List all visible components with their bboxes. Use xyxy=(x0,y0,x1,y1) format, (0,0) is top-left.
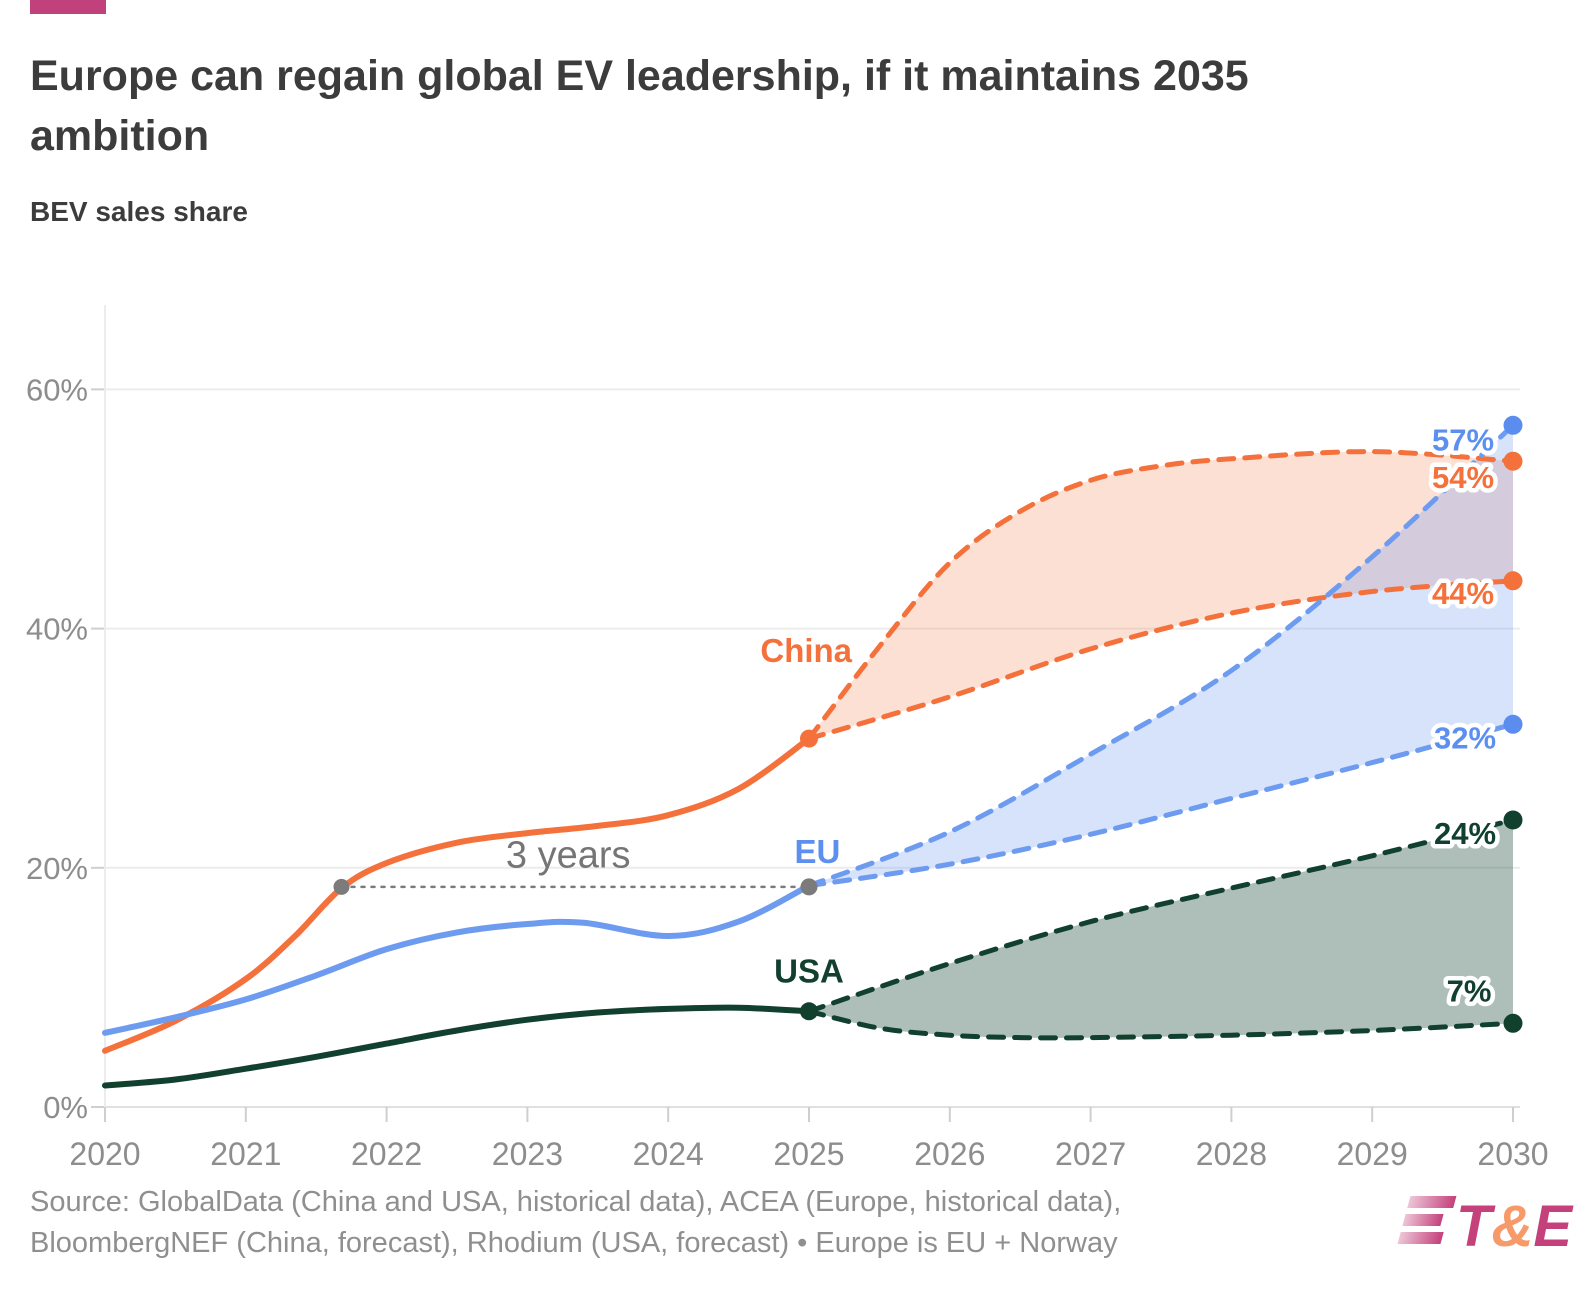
logo-bar-middle xyxy=(1402,1214,1444,1226)
line-eu_forecast_low xyxy=(806,721,1516,889)
data-point-markers xyxy=(333,415,1523,1033)
te-logo-speed-bars xyxy=(1397,1196,1457,1244)
x-tick-label-2020: 2020 xyxy=(69,1136,140,1172)
end-label-eu_low: 32% xyxy=(1434,720,1496,755)
dot-2030-57 xyxy=(1503,415,1523,435)
y-tick-label-40: 40% xyxy=(26,612,88,647)
line-usa_forecast_low xyxy=(806,1008,1516,1041)
three-years-label: 3 years xyxy=(506,835,631,877)
logo-bar-bottom xyxy=(1397,1232,1444,1244)
dot-2025-30.8 xyxy=(800,729,818,748)
line-china_forecast_high xyxy=(806,449,1516,742)
x-tick-label-2027: 2027 xyxy=(1055,1136,1126,1172)
source-note: Source: GlobalData (China and USA, histo… xyxy=(30,1182,1290,1264)
line-usa_hist xyxy=(102,1004,812,1089)
forecast-bands xyxy=(809,425,1513,1038)
series-label-usa: USA xyxy=(774,953,844,990)
te-logo-text: T&E xyxy=(1456,1194,1574,1259)
x-tick-label-2028: 2028 xyxy=(1196,1136,1267,1172)
dot-2030-44 xyxy=(1503,571,1523,591)
chart-gridlines xyxy=(91,305,1520,1122)
end-label-china_low: 44% xyxy=(1432,576,1494,611)
dot-2025-8 xyxy=(800,1002,818,1021)
chart-title: Europe can regain global EV leadership, … xyxy=(30,46,1510,166)
series-lines xyxy=(102,422,1516,1089)
end-label-eu_high: 57% xyxy=(1432,422,1494,457)
te-logo-graphic: T&E xyxy=(1397,1194,1574,1259)
x-tick-label-2023: 2023 xyxy=(492,1136,563,1172)
x-tick-label-2029: 2029 xyxy=(1337,1136,1408,1172)
end-label-usa_high: 24% xyxy=(1434,816,1496,851)
end-label-usa_low: 7% xyxy=(1447,973,1492,1008)
dot-2030-32 xyxy=(1503,714,1523,734)
chart-title-line1: Europe can regain global EV leadership, … xyxy=(30,52,1249,100)
line-eu_forecast_high xyxy=(806,422,1516,889)
x-tick-label-2030: 2030 xyxy=(1477,1136,1548,1172)
band-eu xyxy=(809,425,1513,886)
te-logo: T&E xyxy=(1362,1168,1574,1269)
chart-title-line2: ambition xyxy=(30,112,210,160)
y-tick-label-20: 20% xyxy=(26,851,88,886)
logo-bar-top xyxy=(1407,1196,1457,1208)
band-usa xyxy=(809,820,1513,1038)
source-note-line2: BloombergNEF (China, forecast), Rhodium … xyxy=(30,1227,1118,1259)
logo-ampersand: & xyxy=(1491,1194,1533,1259)
end-label-china_high: 54% xyxy=(1432,460,1494,495)
source-note-line1: Source: GlobalData (China and USA, histo… xyxy=(30,1186,1122,1218)
logo-letter-e: E xyxy=(1533,1194,1574,1259)
series-label-eu: EU xyxy=(794,833,840,870)
chart-labels: China EU USA 57%54% 44% 32% 24% 7% 3 years xyxy=(506,418,1501,1013)
line-eu_hist xyxy=(102,882,812,1036)
y-axis-title: BEV sales share xyxy=(30,196,248,227)
x-tick-label-2026: 2026 xyxy=(914,1136,985,1172)
band-china xyxy=(809,451,1513,739)
x-tick-label-2021: 2021 xyxy=(210,1136,281,1172)
dot-2030-24 xyxy=(1503,810,1523,830)
line-china_hist xyxy=(102,735,812,1054)
x-tick-label-2024: 2024 xyxy=(633,1136,704,1172)
axis-tick-labels: 0% 20% 40% 60% 2020 2021 2022 2023 2024 2025 2026 2… xyxy=(26,372,1549,1172)
line-usa_forecast_high xyxy=(806,817,1516,1014)
dot-2025-18.4 xyxy=(800,878,818,896)
dot-2021.68-18.4 xyxy=(333,878,350,895)
x-tick-label-2022: 2022 xyxy=(351,1136,422,1172)
logo-letter-t: T xyxy=(1456,1194,1496,1259)
brand-accent-bar xyxy=(30,0,106,14)
x-tick-label-2025: 2025 xyxy=(773,1136,844,1172)
series-label-china: China xyxy=(760,632,852,669)
y-tick-label-0: 0% xyxy=(43,1090,88,1125)
dot-2030-54 xyxy=(1503,451,1523,471)
y-tick-label-60: 60% xyxy=(26,372,88,407)
dot-2030-7 xyxy=(1503,1013,1523,1033)
